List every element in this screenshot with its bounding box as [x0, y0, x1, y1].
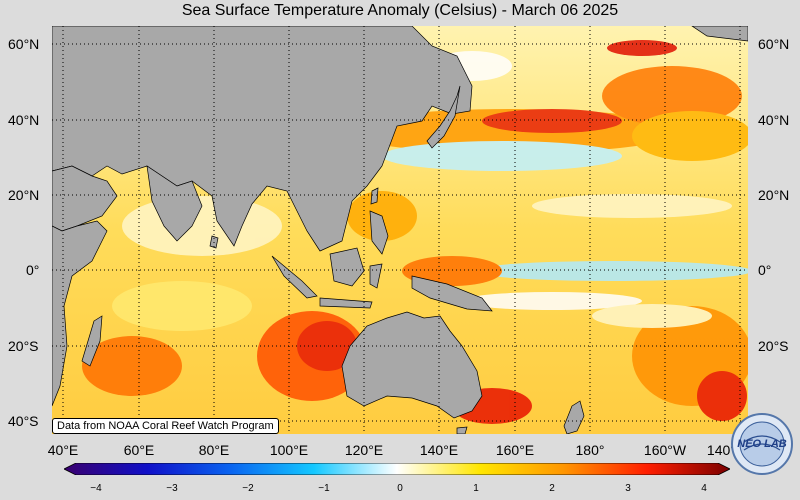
lat-label-60n-right: 60°N: [758, 36, 790, 52]
colorbar-tick-neg3: −3: [166, 483, 178, 494]
colorbar-tick-neg4: −4: [90, 483, 102, 494]
lat-label-20s-left: 20°S: [8, 338, 39, 354]
colorbar: [64, 463, 730, 475]
lat-label-40n-right: 40°N: [758, 112, 790, 128]
sst-anomaly-map[interactable]: [52, 26, 748, 434]
colorbar-tick-neg1: −1: [318, 483, 330, 494]
lon-label-140e: 140°E: [419, 442, 459, 458]
sumatra: [271, 255, 318, 299]
lon-label-160w: 160°W: [643, 442, 687, 458]
borneo: [329, 247, 365, 287]
taiwan: [370, 187, 379, 205]
philippines: [369, 210, 389, 255]
new-zealand: [563, 400, 585, 434]
colorbar-tick-3: 3: [625, 483, 631, 494]
africa-landmass: [52, 220, 108, 407]
lat-label-40n-left: 40°N: [8, 112, 40, 128]
lon-label-80e: 80°E: [198, 442, 230, 458]
data-credit: Data from NOAA Coral Reef Watch Program: [52, 418, 279, 434]
lon-label-40e: 40°E: [47, 442, 79, 458]
lat-label-20n-left: 20°N: [8, 187, 40, 203]
asia-landmass: [52, 26, 473, 252]
lat-label-40s-left: 40°S: [8, 413, 39, 429]
colorbar-tick-4: 4: [701, 483, 707, 494]
lon-label-60e: 60°E: [123, 442, 155, 458]
madagascar: [81, 315, 103, 367]
lat-label-20n-right: 20°N: [758, 187, 790, 203]
colorbar-tick-2: 2: [549, 483, 555, 494]
lon-label-120e: 120°E: [344, 442, 384, 458]
north-america-corner: [691, 26, 748, 42]
land-masses: [52, 26, 748, 434]
lon-label-100e: 100°E: [269, 442, 309, 458]
colorbar-tick-neg2: −2: [242, 483, 254, 494]
india-peninsula: [146, 165, 203, 242]
lat-label-0-right: 0°: [758, 262, 772, 278]
lon-label-160e: 160°E: [495, 442, 535, 458]
logo-text: NEO LAB: [737, 438, 787, 450]
colorbar-tick-1: 1: [473, 483, 479, 494]
lat-label-20s-right: 20°S: [758, 338, 789, 354]
tasmania: [456, 426, 468, 434]
map-title: Sea Surface Temperature Anomaly (Celsius…: [181, 2, 619, 19]
lat-label-0-left: 0°: [26, 262, 40, 278]
colorbar-tick-0: 0: [397, 483, 403, 494]
neo-lab-logo[interactable]: NEO LAB: [730, 412, 794, 476]
lon-label-180: 180°: [575, 442, 605, 458]
lat-label-60n-left: 60°N: [8, 36, 40, 52]
java: [319, 297, 373, 309]
new-guinea: [411, 275, 493, 312]
japan-islands: [426, 85, 461, 149]
